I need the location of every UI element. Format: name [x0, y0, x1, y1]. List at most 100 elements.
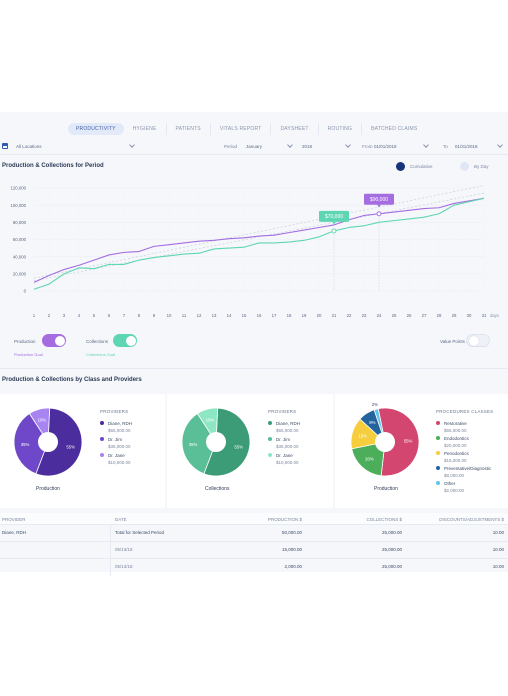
table-row[interactable]: 05/13/18 15,000.00 25,000.00 10.00	[0, 542, 508, 559]
pie-slice-label: 8%	[369, 420, 375, 425]
location-icon	[2, 143, 8, 149]
line-chart-title: Production & Collections for Period	[2, 163, 104, 169]
location-value: All Locations	[16, 144, 42, 149]
value-points-switch[interactable]	[466, 334, 490, 347]
filter-bar: All Locations Period January 2018 From 0…	[0, 140, 508, 152]
pie-slice-label: 55%	[404, 439, 413, 444]
pie-2: 55% 35% 10%	[181, 407, 251, 477]
tab-hygiene[interactable]: HYGIENE	[124, 123, 167, 135]
legend-item: Restorative $55,000.00	[436, 420, 467, 434]
legend-item: Diane, RDH $55,000.00	[100, 420, 132, 434]
column-header-discounts[interactable]: DISCOUNTS/ADJUSTMENTS $	[439, 517, 504, 522]
x-tick-label: 21	[332, 313, 337, 318]
divider	[0, 368, 508, 369]
by-day-toggle[interactable]: By Day	[460, 162, 489, 171]
pie-charts: 55% 35% 10% 55% 35% 10% 55% 20% 15% 8% 2%	[13, 402, 420, 477]
x-tick-label: 29	[452, 313, 457, 318]
value-points-label: Value Points	[440, 339, 465, 344]
switch-knob	[125, 335, 136, 346]
date-cell: Total for Selected Period	[115, 530, 165, 535]
x-tick-label: 30	[467, 313, 472, 318]
x-tick-label: 9	[153, 313, 156, 318]
date-cell: 05/13/18	[115, 564, 133, 569]
x-tick-label: 6	[108, 313, 111, 318]
tab-vitals-report[interactable]: VITALS REPORT	[211, 123, 272, 135]
collections-switch[interactable]	[113, 334, 137, 347]
collections-switch-label: Collections	[86, 339, 109, 344]
chevron-down-icon	[129, 142, 135, 148]
y-tick-label: 120,000	[10, 186, 26, 191]
from-date-input[interactable]: 01/01/2018	[374, 142, 430, 151]
legend-item: Diane, RDH $55,000.00	[268, 420, 300, 434]
legend-label: Dr. Jim	[276, 437, 290, 442]
x-tick-label: 7	[123, 313, 126, 318]
providers-table: PROVIDER DATE PRODUCTION $ COLLECTIONS $…	[0, 513, 508, 576]
period-year-value: 2018	[302, 144, 313, 149]
series-line-collections-goal	[33, 192, 485, 282]
legend-bullet	[268, 437, 272, 441]
x-tick-label: 23	[362, 313, 367, 318]
x-tick-label: 31	[482, 313, 487, 318]
column-header-provider[interactable]: PROVIDER	[2, 517, 26, 522]
period-year-select[interactable]: 2018	[302, 142, 352, 151]
discounts-cell: 10.00	[492, 547, 504, 552]
pie-caption: Production	[374, 486, 398, 492]
production-goal-label: Production Goal	[14, 352, 43, 357]
column-header-collections[interactable]: COLLECTIONS $	[366, 517, 402, 522]
collections-cell: 25,000.00	[381, 530, 402, 535]
x-tick-label: 8	[138, 313, 141, 318]
legend-amount: $55,000.00	[444, 428, 467, 433]
period-month-select[interactable]: January	[246, 142, 294, 151]
collections-goal-label: Collections Goal	[86, 352, 116, 357]
legend-item: Dr. Jane $10,000.00	[100, 452, 131, 466]
x-tick-label: 4	[78, 313, 81, 318]
legend-amount: $15,000.00	[444, 458, 467, 463]
chevron-down-icon	[423, 142, 429, 148]
location-select[interactable]: All Locations	[16, 142, 136, 151]
pie-slice-label: 55%	[234, 444, 243, 449]
to-date-input[interactable]: 01/31/2018	[455, 142, 503, 151]
legend-amount: $8,000.00	[444, 473, 465, 478]
table-row[interactable]: Diane, RDH Total for Selected Period 50,…	[0, 525, 508, 542]
x-tick-label: 17	[272, 313, 277, 318]
x-tick-label: 27	[422, 313, 427, 318]
pie-slice-label: 20%	[365, 457, 374, 462]
column-header-date[interactable]: DATE	[115, 517, 127, 522]
collections-cell: 25,000.00	[381, 547, 402, 552]
y-tick-label: 0	[24, 289, 27, 294]
table-row[interactable]: 05/13/18 2,000.00 25,000.00 10.00	[0, 559, 508, 576]
to-date-value: 01/31/2018	[455, 144, 478, 149]
pie-hole	[375, 432, 395, 452]
column-header-production[interactable]: PRODUCTION $	[267, 517, 302, 522]
switch-knob	[469, 336, 479, 346]
by-day-radio-icon	[460, 162, 469, 171]
tab-daysheet[interactable]: DAYSHEET	[271, 123, 319, 135]
period-label: Period	[224, 144, 238, 149]
callout-arrow	[377, 204, 381, 208]
legend-amount: $2,000.00	[444, 488, 465, 493]
tab-batched-claims[interactable]: BATCHED CLAIMS	[371, 126, 418, 132]
x-tick-label: 10	[167, 313, 172, 318]
production-switch[interactable]	[42, 334, 66, 347]
x-axis-unit: days	[490, 313, 499, 318]
tab-routing[interactable]: ROUTING	[319, 123, 363, 135]
legend-amount: $55,000.00	[276, 428, 299, 433]
legend-label: Dr. Jane	[108, 453, 125, 458]
legend-item: Other $2,000.00	[436, 480, 464, 494]
chevron-down-icon	[287, 142, 293, 148]
cumulative-toggle[interactable]: Cumulative	[396, 162, 433, 171]
tab-patients[interactable]: PATIENTS	[167, 123, 211, 135]
tab-productivity[interactable]: PRODUCTIVITY	[68, 123, 124, 135]
callout-label: $70,000	[325, 214, 343, 220]
legend-amount: $35,000.00	[276, 444, 299, 449]
legend-item: Preventative/Diagnostic $8,000.00	[436, 465, 491, 479]
legend-title: PROVIDERS	[100, 409, 129, 414]
legend-item: Dr. Jim $35,000.00	[100, 436, 131, 450]
pie-hole	[206, 432, 226, 452]
callout-point	[376, 211, 382, 217]
pie-slice	[351, 441, 386, 477]
x-tick-label: 1	[33, 313, 36, 318]
pie-slice	[35, 407, 83, 477]
pie-slice-label: 55%	[66, 444, 75, 449]
legend-label: Preventative/Diagnostic	[444, 466, 492, 471]
